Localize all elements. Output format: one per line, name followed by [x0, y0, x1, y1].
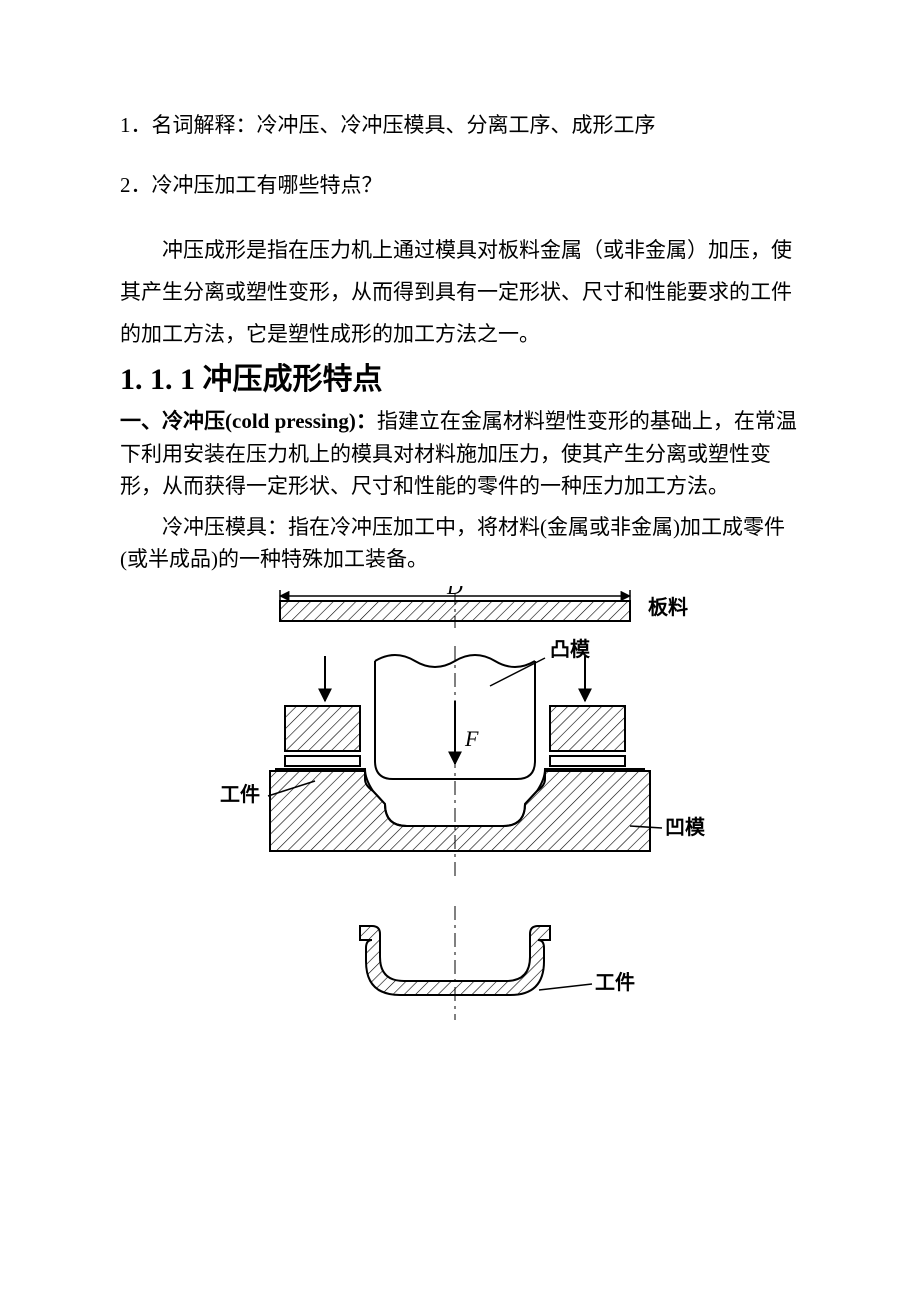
svg-text:工件: 工件 [220, 782, 260, 806]
svg-text:工件: 工件 [595, 970, 635, 994]
stamping-diagram: D板料凸模工件凹模F工件 [120, 586, 800, 1046]
section-heading: 1. 1. 1 冲压成形特点 [120, 359, 800, 401]
definition-cold-pressing: 一、冷冲压(cold pressing)：指建立在金属材料塑性变形的基础上，在常… [120, 405, 800, 503]
definition-lead: 一、冷冲压(cold pressing)： [120, 409, 377, 433]
question-2: 2．冷冲压加工有哪些特点？ [120, 170, 800, 202]
svg-text:F: F [464, 726, 479, 751]
definition-die: 冷冲压模具：指在冷冲压加工中，将材料(金属或非金属)加工成零件(或半成品)的一种… [120, 511, 800, 576]
question-1: 1．名词解释：冷冲压、冷冲压模具、分离工序、成形工序 [120, 110, 800, 142]
svg-text:板料: 板料 [648, 595, 688, 619]
svg-text:凸模: 凸模 [550, 637, 591, 661]
intro-paragraph: 冲压成形是指在压力机上通过模具对板料金属（或非金属）加压，使其产生分离或塑性变形… [120, 229, 800, 355]
svg-text:凹模: 凹模 [665, 815, 706, 839]
